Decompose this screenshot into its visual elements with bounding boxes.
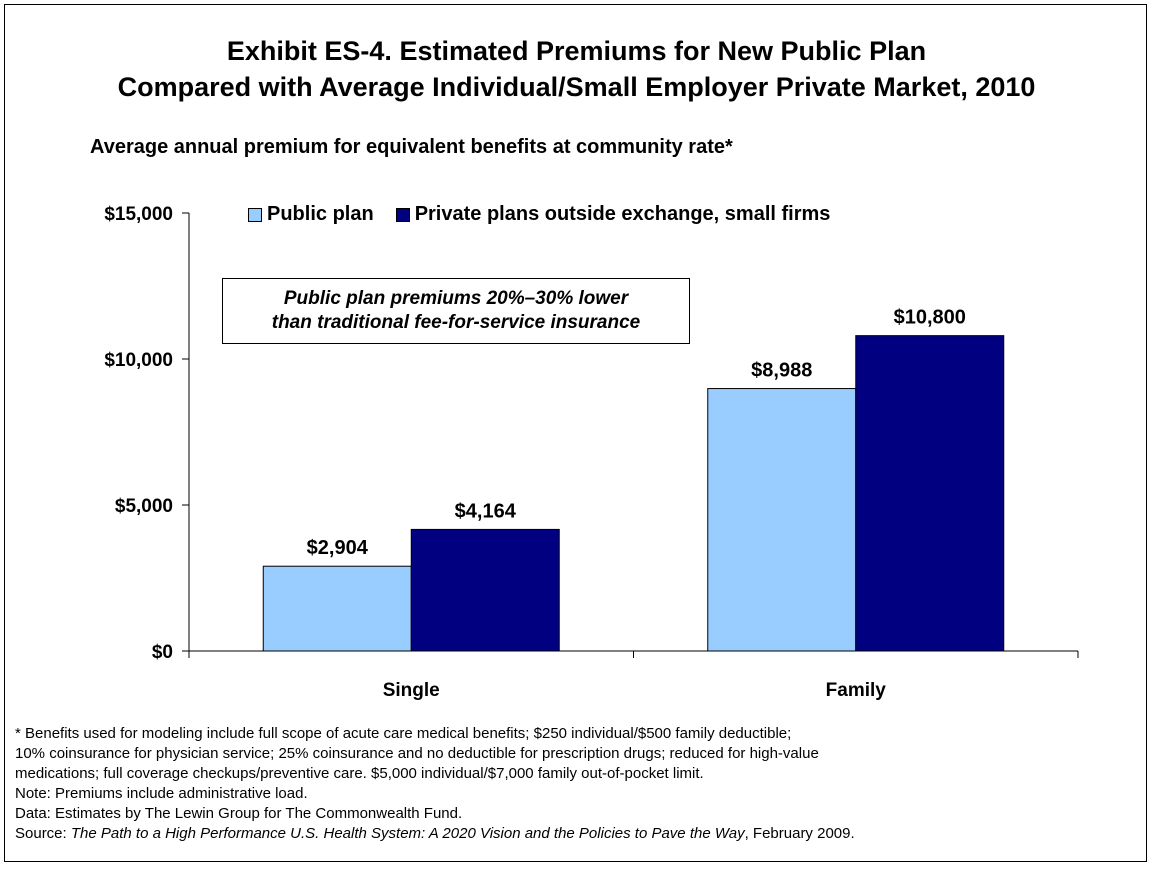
legend-swatch-public (248, 207, 262, 222)
slide-frame (4, 4, 1147, 862)
footnote-note: Note: Premiums include administrative lo… (15, 785, 308, 802)
footnote-data: Data: Estimates by The Lewin Group for T… (15, 805, 463, 822)
bar-single-public (262, 565, 412, 652)
chart-title: Exhibit ES-4. Estimated Premiums for New… (0, 33, 1153, 105)
data-label-family-private: $10,800 (894, 307, 966, 329)
x-tick-label-family: Family (826, 680, 887, 701)
callout-box: Public plan premiums 20%–30% lower than … (222, 278, 690, 344)
bar-chart: $0 $5,000 $10,000 $15,000 $2,904 $4,164 Single… (104, 204, 1079, 701)
data-label-family-public: $8,988 (751, 360, 812, 382)
footnote-line-3: medications; full coverage checkups/prev… (15, 765, 704, 782)
y-tick-label: $15,000 (104, 204, 173, 225)
bar-family-private (855, 335, 1005, 652)
x-tick-label-single: Single (383, 680, 440, 701)
y-tick-label: $5,000 (115, 496, 173, 517)
title-line-1: Exhibit ES-4. Estimated Premiums for New… (226, 36, 927, 66)
source-prefix: Source: (15, 825, 71, 842)
footnote-line-1: * Benefits used for modeling include ful… (15, 725, 792, 742)
callout-line-2: than traditional fee-for-service insuran… (271, 312, 641, 333)
chart-subtitle: Average annual premium for equivalent be… (90, 136, 733, 158)
bar-single-private (410, 528, 560, 652)
footnotes: * Benefits used for modeling include ful… (15, 724, 1140, 844)
y-tick-label: $0 (152, 642, 173, 663)
source-title: The Path to a High Performance U.S. Heal… (70, 825, 745, 842)
data-label-single-private: $4,164 (455, 500, 517, 522)
data-label-single-public: $2,904 (307, 537, 369, 559)
source-suffix: , February 2009. (744, 825, 855, 842)
footnote-line-2: 10% coinsurance for physician service; 2… (15, 745, 819, 762)
bar-family-public (707, 388, 857, 652)
callout-line-1: Public plan premiums 20%–30% lower (283, 288, 629, 309)
legend: Public plan Private plans outside exchan… (248, 203, 852, 226)
y-tick-label: $10,000 (104, 350, 173, 371)
legend-label-public: Public plan (267, 203, 374, 225)
legend-label-private: Private plans outside exchange, small fi… (414, 203, 831, 225)
legend-item-private: Private plans outside exchange, small fi… (395, 203, 831, 226)
legend-swatch-private (395, 207, 410, 222)
footnote-source: Source: The Path to a High Performance U… (15, 824, 1140, 844)
title-line-2: Compared with Average Individual/Small E… (117, 72, 1036, 102)
legend-item-public: Public plan (248, 203, 374, 226)
